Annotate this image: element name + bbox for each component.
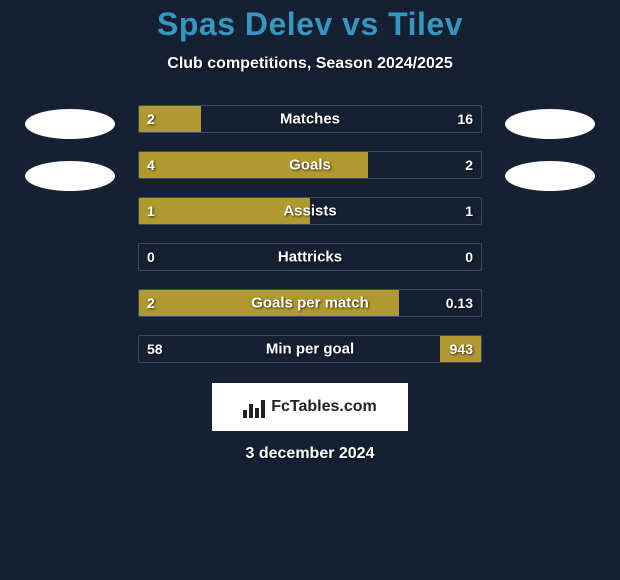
stat-value-left: 4 — [147, 157, 155, 173]
subtitle: Club competitions, Season 2024/2025 — [0, 55, 620, 73]
stat-label: Goals — [289, 157, 331, 174]
page-title: Spas Delev vs Tilev — [0, 6, 620, 43]
stat-label: Assists — [283, 203, 336, 220]
team-logo-right-2 — [505, 161, 595, 191]
stat-value-left: 2 — [147, 111, 155, 127]
stat-row: Goals per match 2 0.13 — [138, 289, 482, 317]
stat-row: Hattricks 0 0 — [138, 243, 482, 271]
stat-row: Matches 2 16 — [138, 105, 482, 133]
stat-value-right: 0 — [465, 249, 473, 265]
left-team-col — [20, 105, 120, 191]
stat-row: Goals 4 2 — [138, 151, 482, 179]
stat-value-right: 2 — [465, 157, 473, 173]
stat-value-left: 58 — [147, 341, 163, 357]
right-team-col — [500, 105, 600, 191]
comparison-card: Spas Delev vs Tilev Club competitions, S… — [0, 0, 620, 463]
stat-label: Min per goal — [266, 341, 354, 358]
brand-text: FcTables.com — [271, 398, 377, 416]
stats-bars: Matches 2 16 Goals 4 2 Assists 1 1 Hattricks 0 0 Goa… — [138, 105, 482, 363]
stat-value-left: 1 — [147, 203, 155, 219]
stat-value-left: 0 — [147, 249, 155, 265]
stat-row: Assists 1 1 — [138, 197, 482, 225]
stat-value-right: 943 — [450, 341, 473, 357]
stat-label: Hattricks — [278, 249, 342, 266]
stat-value-left: 2 — [147, 295, 155, 311]
team-logo-left-1 — [25, 109, 115, 139]
stat-label: Goals per match — [251, 295, 369, 312]
team-logo-left-2 — [25, 161, 115, 191]
stat-row: Min per goal 58 943 — [138, 335, 482, 363]
stat-value-right: 16 — [457, 111, 473, 127]
date-text: 3 december 2024 — [0, 445, 620, 463]
brand-bars-icon — [243, 396, 265, 418]
stat-label: Matches — [280, 111, 340, 128]
content-row: Matches 2 16 Goals 4 2 Assists 1 1 Hattricks 0 0 Goa… — [0, 105, 620, 363]
brand-badge: FcTables.com — [212, 383, 408, 431]
bar-fill-left — [139, 152, 368, 178]
stat-value-right: 1 — [465, 203, 473, 219]
team-logo-right-1 — [505, 109, 595, 139]
stat-value-right: 0.13 — [446, 295, 473, 311]
